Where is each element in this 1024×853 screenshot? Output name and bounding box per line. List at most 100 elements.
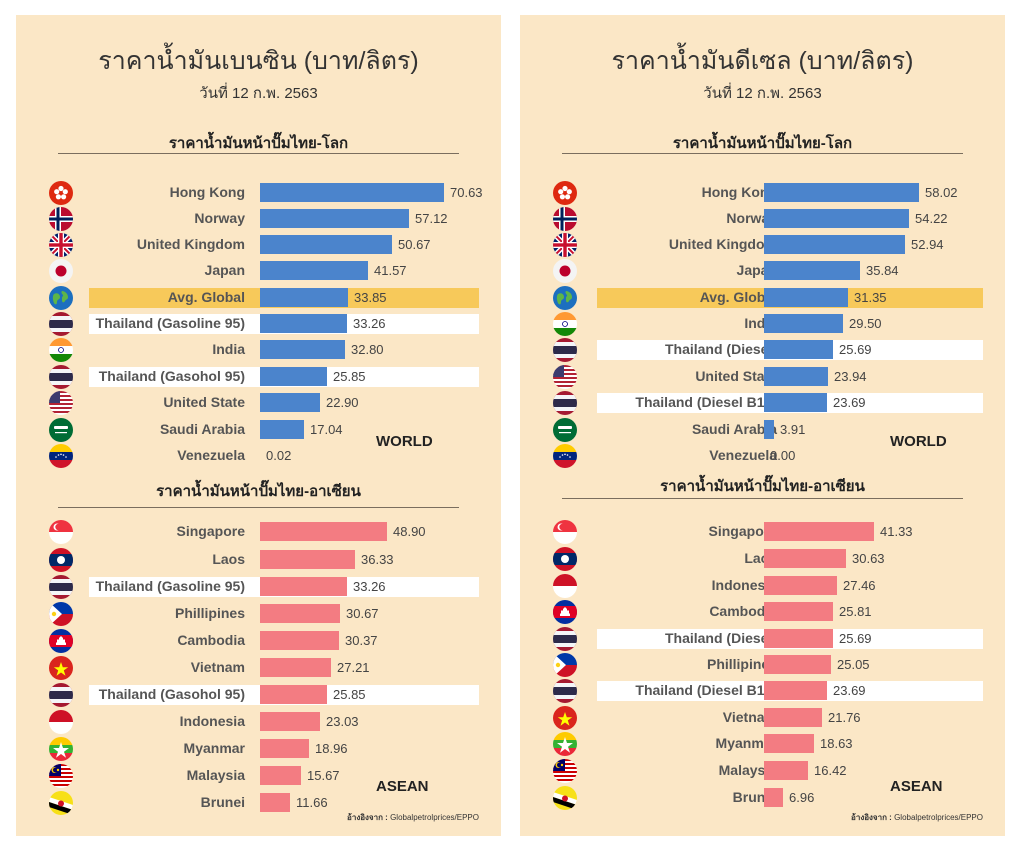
id-flag-icon: [49, 710, 73, 734]
data-label: 15.67: [307, 768, 340, 783]
bar-label: Laos: [212, 551, 245, 567]
th-flag-icon: [49, 312, 73, 336]
jp-flag-icon: [49, 259, 73, 283]
bar: [764, 602, 833, 621]
globe-flag-icon: [49, 286, 73, 310]
no-flag-icon: [49, 207, 73, 231]
sa-flag-icon: [553, 418, 577, 442]
data-label: 11.66: [296, 795, 328, 810]
vn-flag-icon: [553, 706, 577, 730]
bar-label: Avg. Global: [699, 289, 777, 305]
bar: [764, 261, 860, 280]
data-label: 25.85: [333, 369, 366, 384]
bar-label: United State: [695, 368, 777, 384]
bar-label: Japan: [204, 262, 245, 278]
data-label: 25.81: [839, 604, 872, 619]
world-section-heading: ราคาน้ำมันหน้าปั๊มไทย-โลก: [672, 135, 853, 152]
bar-label: Thailand (Gasoline 95): [95, 578, 245, 594]
asean-section-heading: ราคาน้ำมันหน้าปั๊มไทย-อาเซียน: [660, 478, 865, 495]
bar: [764, 288, 848, 307]
asean-row: Vietnam 27.21: [16, 656, 501, 680]
bar: [764, 314, 843, 333]
world-row: Avg. Global 33.85: [16, 286, 501, 310]
world-row: Thailand (Diesel) 25.69: [520, 338, 1005, 362]
data-label: 18.96: [315, 741, 348, 756]
bar-label: Phillipines: [706, 656, 777, 672]
ph-flag-icon: [49, 602, 73, 626]
bar: [260, 288, 348, 307]
data-label: 52.94: [911, 237, 944, 252]
ph-flag-icon: [553, 653, 577, 677]
bar-label: Vietnam: [190, 659, 245, 675]
source-text: Globalpetrolprices/EPPO: [894, 813, 983, 822]
bn-flag-icon: [553, 786, 577, 810]
bar: [260, 314, 347, 333]
kh-flag-icon: [49, 629, 73, 653]
world-row: Saudi Arabia 3.91: [520, 418, 1005, 442]
bar: [764, 734, 814, 753]
data-label: 27.46: [843, 578, 876, 593]
th-flag-icon: [553, 338, 577, 362]
world-row: United Kingdom 50.67: [16, 233, 501, 257]
us-flag-icon: [553, 365, 577, 389]
world-row: Japan 35.84: [520, 259, 1005, 283]
asean-row: Thailand (Gasoline 95) 33.26: [16, 575, 501, 599]
data-label: 58.02: [925, 185, 958, 200]
bar: [260, 766, 301, 785]
data-label: 33.26: [353, 316, 386, 331]
bar-label: Avg. Global: [167, 289, 245, 305]
bar: [260, 522, 387, 541]
asean-section-rule: [562, 498, 963, 499]
world-row: United State 23.94: [520, 365, 1005, 389]
data-label: 33.85: [354, 290, 387, 305]
asean-row: Laos 36.33: [16, 548, 501, 572]
data-label: 41.57: [374, 263, 407, 278]
vn-flag-icon: [49, 656, 73, 680]
bar: [764, 209, 909, 228]
data-label: 3.91: [780, 422, 806, 437]
in-flag-icon: [49, 338, 73, 362]
bar-label: Thailand (Diesel): [664, 630, 777, 646]
bar-label: Thailand (Gasohol 95): [98, 686, 245, 702]
data-label: 6.96: [789, 790, 815, 805]
world-row: Thailand (Gasoline 95) 33.26: [16, 312, 501, 336]
bar-label: Myanmar: [715, 735, 777, 751]
data-label: 29.50: [849, 316, 882, 331]
bar-label: Hong Kong: [169, 184, 245, 200]
data-label: 36.33: [361, 552, 394, 567]
asean-tag: ASEAN: [890, 778, 943, 795]
chart-subtitle: วันที่ 12 ก.พ. 2563: [199, 85, 318, 102]
data-label: 22.90: [326, 395, 359, 410]
hk-flag-icon: [553, 181, 577, 205]
bar: [260, 367, 327, 386]
bar: [260, 631, 339, 650]
asean-row: Singapore 41.33: [520, 520, 1005, 544]
th-flag-icon: [553, 391, 577, 415]
data-label: 23.03: [326, 714, 359, 729]
data-label: 27.21: [337, 660, 370, 675]
world-row: Thailand (Diesel B10) 23.69: [520, 391, 1005, 415]
in-flag-icon: [553, 312, 577, 336]
data-label: 18.63: [820, 736, 853, 751]
asean-row: Indonesia 27.46: [520, 574, 1005, 598]
bar: [260, 604, 340, 623]
data-label: 23.69: [833, 395, 866, 410]
source-text: Globalpetrolprices/EPPO: [390, 813, 479, 822]
bar: [764, 576, 837, 595]
data-label: 0.02: [266, 448, 292, 463]
mm-flag-icon: [49, 737, 73, 761]
world-section-rule: [562, 153, 963, 154]
gb-flag-icon: [553, 233, 577, 257]
asean-row: Vietnam 21.76: [520, 706, 1005, 730]
asean-row: Brunei 11.66: [16, 791, 501, 815]
gasoline-panel: ราคาน้ำมันเบนซิน (บาท/ลิตร) วันที่ 12 ก.พ…: [16, 15, 501, 836]
bar: [260, 793, 290, 812]
bar-label: Thailand (Gasohol 95): [98, 368, 245, 384]
data-label: 48.90: [393, 524, 426, 539]
asean-row: Thailand (Gasohol 95) 25.85: [16, 683, 501, 707]
source-label: อ้างอิงจาก :: [851, 813, 895, 822]
bar-label: United Kingdom: [668, 236, 777, 252]
asean-row: Malaysia 16.42: [520, 759, 1005, 783]
diesel-panel: ราคาน้ำมันดีเซล (บาท/ลิตร) วันที่ 12 ก.พ.…: [520, 15, 1005, 836]
world-row: Venezuela 0.02: [16, 444, 501, 468]
